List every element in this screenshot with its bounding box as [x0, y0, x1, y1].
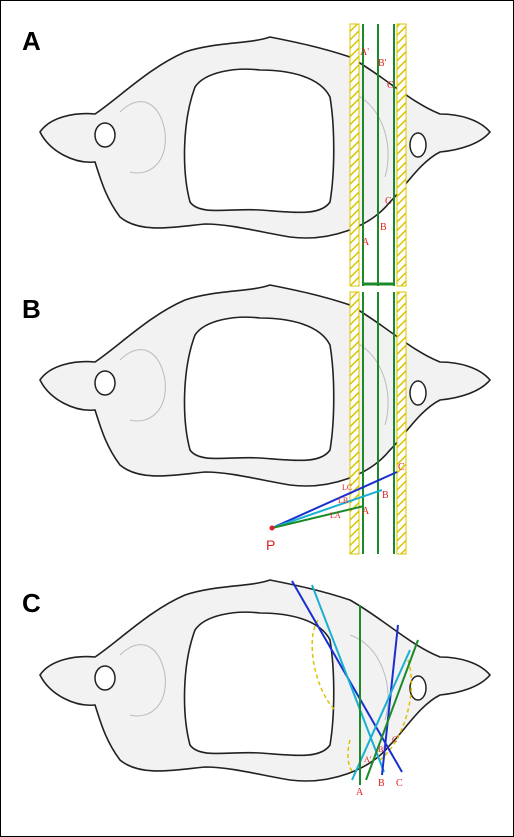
- point-label: B': [378, 58, 387, 69]
- panel-label: B: [22, 294, 41, 324]
- point-label: C: [398, 462, 405, 473]
- point-label: A: [362, 237, 370, 248]
- point-label: B: [378, 778, 385, 789]
- point-label: B: [382, 490, 389, 501]
- point-label: A': [364, 755, 372, 764]
- point-label: P: [266, 537, 275, 553]
- point-label: B': [378, 745, 385, 754]
- point-label: A: [362, 506, 370, 517]
- point-label: LB: [338, 496, 348, 505]
- point-label: A': [360, 47, 369, 58]
- point-label: A: [356, 787, 364, 798]
- point-label: B: [380, 222, 387, 233]
- point-label: LA: [330, 511, 341, 520]
- point-label: C: [385, 196, 392, 207]
- point-label: C': [387, 80, 396, 91]
- point-label: LC: [342, 483, 352, 492]
- panel-label: A: [22, 26, 41, 56]
- point-label: C': [392, 735, 399, 744]
- figure: A A' B' C' C B A B C B A LC LB LA P C A …: [0, 0, 514, 837]
- point-label: C: [396, 778, 403, 789]
- panel-label: C: [22, 588, 41, 618]
